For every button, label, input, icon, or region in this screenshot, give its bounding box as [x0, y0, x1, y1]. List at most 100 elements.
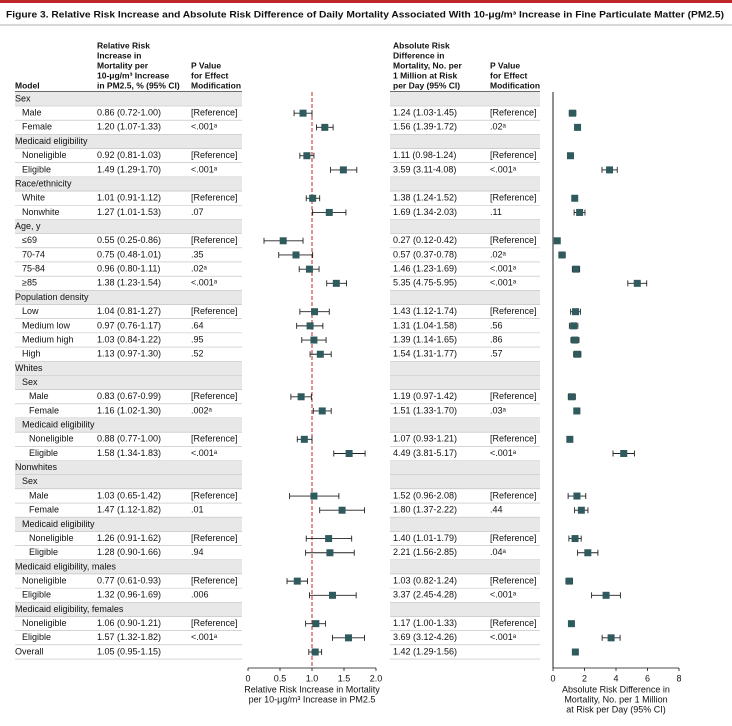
group-band: [390, 602, 540, 617]
p-value: .57: [490, 349, 503, 359]
rr-value: 1.26 (0.91-1.62): [97, 533, 161, 543]
ar-value: 1.24 (1.03-1.45): [393, 108, 457, 118]
row-label: Low: [22, 306, 39, 316]
group-band: [390, 177, 540, 192]
point-estimate: [310, 492, 318, 500]
x-tick-label: 4: [613, 673, 618, 683]
group-label: Sex: [15, 93, 31, 103]
point-estimate: [566, 435, 574, 443]
column-header: 1 Million at Risk: [393, 70, 458, 80]
p-value: .94: [191, 547, 204, 557]
ar-value: 1.31 (1.04-1.58): [393, 320, 457, 330]
column-header: Absolute Risk: [393, 40, 450, 50]
row-label: High: [22, 349, 41, 359]
point-estimate: [570, 322, 578, 330]
rr-value: 0.96 (0.80-1.11): [97, 264, 160, 274]
point-estimate: [310, 336, 318, 344]
point-estimate: [303, 152, 311, 160]
ar-value: 1.17 (1.00-1.33): [393, 618, 457, 628]
rr-value: 1.32 (0.96-1.69): [97, 590, 161, 600]
p-value: <.001ᵃ: [490, 632, 517, 642]
rr-value: 1.01 (0.91-1.12): [97, 193, 161, 203]
p-value: [Reference]: [490, 391, 537, 401]
column-header: Model: [15, 80, 40, 90]
x-tick-label: 6: [645, 673, 650, 683]
group-band: [15, 361, 242, 376]
point-estimate: [338, 506, 346, 514]
ar-value: 1.42 (1.29-1.56): [393, 646, 457, 656]
group-band: [390, 375, 540, 390]
p-value: .11: [490, 207, 502, 217]
p-value: [Reference]: [490, 235, 537, 245]
p-value: <.001ᵃ: [191, 122, 218, 132]
p-value: [Reference]: [490, 618, 537, 628]
p-value: [Reference]: [191, 575, 238, 585]
column-header: in PM2.5, % (95% CI): [97, 80, 180, 90]
rr-value: 1.28 (0.90-1.66): [97, 547, 161, 557]
point-estimate: [577, 506, 585, 514]
point-estimate: [339, 166, 347, 174]
point-estimate: [306, 322, 314, 330]
group-label: Medicaid eligibility, males: [15, 561, 116, 571]
p-value: <.001ᵃ: [191, 164, 218, 174]
p-value: [Reference]: [191, 490, 238, 500]
group-band: [15, 92, 242, 107]
ar-value: 0.27 (0.12-0.42): [393, 235, 457, 245]
row-label: Eligible: [29, 448, 58, 458]
row-label: Overall: [15, 646, 44, 656]
p-value: [Reference]: [191, 235, 238, 245]
point-estimate: [569, 109, 577, 117]
column-header: Modification: [490, 80, 540, 90]
ar-value: 1.69 (1.34-2.03): [393, 207, 457, 217]
p-value: [Reference]: [191, 618, 238, 628]
p-value: <.001ᵃ: [490, 448, 517, 458]
p-value: <.001ᵃ: [490, 264, 517, 274]
p-value: .64: [191, 320, 204, 330]
group-band: [15, 474, 242, 490]
rr-value: 1.49 (1.29-1.70): [97, 164, 161, 174]
ar-value: 1.40 (1.01-1.79): [393, 533, 457, 543]
p-value: .03ᵃ: [490, 405, 507, 415]
point-estimate: [571, 535, 579, 543]
group-label: Race/ethnicity: [15, 178, 72, 188]
p-value: [Reference]: [191, 108, 238, 118]
rr-value: 1.06 (0.90-1.21): [97, 618, 161, 628]
p-value: <.001ᵃ: [490, 164, 517, 174]
point-estimate: [620, 450, 628, 457]
p-value: [Reference]: [490, 575, 537, 585]
point-estimate: [573, 492, 581, 500]
p-value: <.001ᵃ: [191, 632, 218, 642]
group-band: [15, 375, 242, 390]
rr-value: 1.16 (1.02-1.30): [97, 405, 161, 415]
figure-title: Figure 3. Relative Risk Increase and Abs…: [6, 9, 724, 19]
rr-value: 1.57 (1.32-1.82): [97, 632, 161, 642]
ar-value: 3.37 (2.45-4.28): [393, 590, 457, 600]
p-value: [Reference]: [490, 490, 537, 500]
column-header: Difference in: [393, 50, 445, 60]
p-value: [Reference]: [191, 150, 238, 160]
point-estimate: [571, 648, 579, 656]
ar-value: 1.19 (0.97-1.42): [393, 391, 457, 401]
point-estimate: [574, 123, 582, 131]
p-value: .006: [191, 590, 209, 600]
ar-value: 0.57 (0.37-0.78): [393, 249, 457, 259]
rr-value: 0.97 (0.76-1.17): [97, 320, 161, 330]
rr-value: 1.03 (0.65-1.42): [97, 490, 161, 500]
x-tick-label: 1.5: [338, 673, 351, 683]
group-label: Nonwhites: [15, 462, 58, 472]
rr-value: 1.05 (0.95-1.15): [97, 646, 161, 656]
column-header: Mortality, No. per: [393, 60, 462, 70]
p-value: <.001ᵃ: [490, 590, 517, 600]
group-label: Population density: [15, 292, 89, 302]
p-value: <.001ᵃ: [191, 448, 218, 458]
group-label: Medicaid eligibility: [22, 519, 95, 529]
point-estimate: [584, 549, 592, 557]
row-label: 70-74: [22, 249, 45, 259]
point-estimate: [311, 308, 319, 316]
rr-value: 1.47 (1.12-1.82): [97, 505, 161, 515]
p-value: .02ᵃ: [191, 264, 208, 274]
x-tick-label: 2: [582, 673, 587, 683]
ar-value: 1.43 (1.12-1.74): [393, 306, 457, 316]
ar-value: 1.51 (1.33-1.70): [393, 405, 457, 415]
